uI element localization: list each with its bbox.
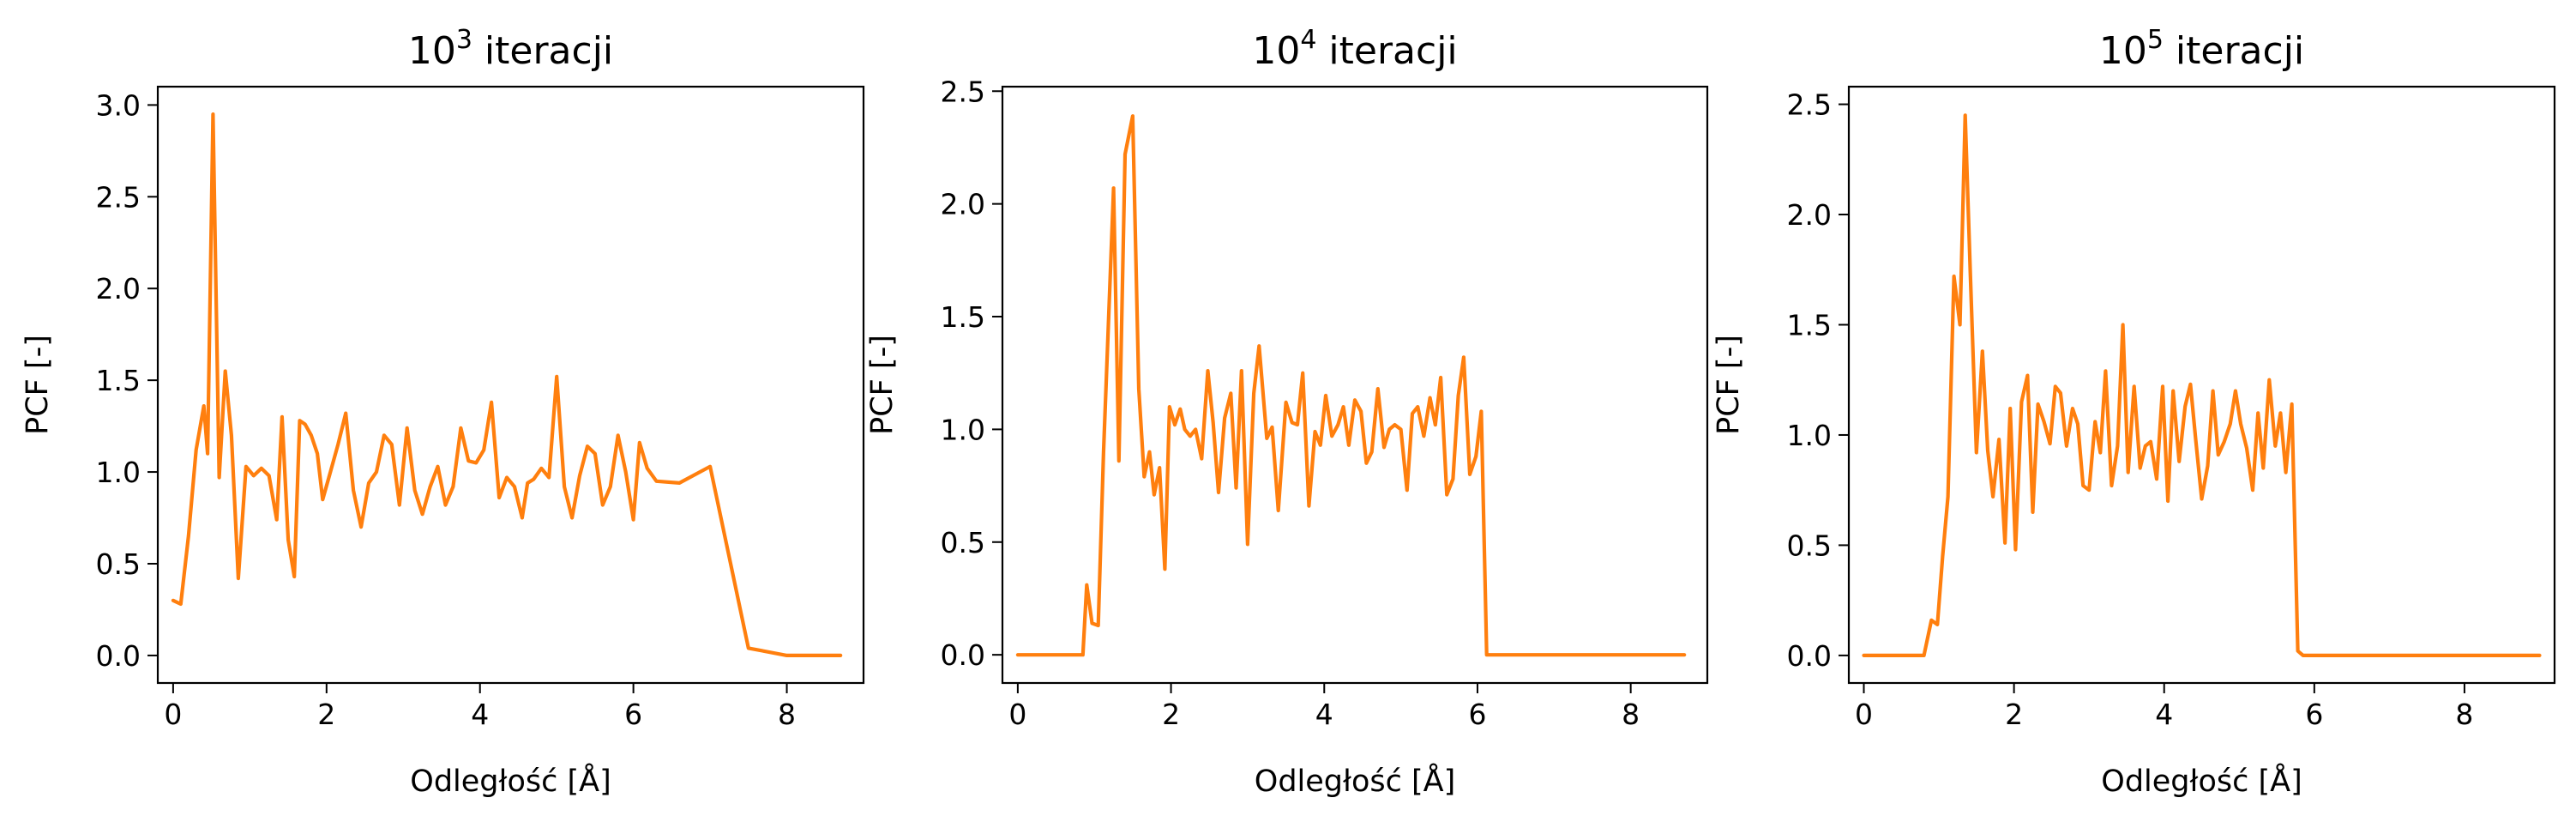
y-tick-label-1-4: 2.0 <box>96 272 141 305</box>
x-tick-label-1-3: 6 <box>624 698 642 731</box>
x-axis-label-3: Odległość [Å] <box>2101 762 2302 799</box>
chart-title-3-rest: iteracji <box>2164 29 2304 73</box>
y-tick-label-3-0: 0.0 <box>1787 639 1832 673</box>
chart-panel-1: 103 iteracji Odległość [Å] PCF [-] 0 2 4 6 8… <box>21 25 865 799</box>
x-tick-label-1-4: 8 <box>778 698 796 731</box>
y-tick-label-2-2: 1.0 <box>941 413 985 446</box>
y-tick-label-3-4: 2.0 <box>1787 198 1832 232</box>
y-tick-label-3-2: 1.0 <box>1787 419 1832 452</box>
y-tick-label-1-2: 1.0 <box>96 456 141 489</box>
x-tick-label-2-4: 8 <box>1622 698 1640 731</box>
y-tick-label-2-1: 0.5 <box>941 526 985 559</box>
y-tick-label-3-3: 1.5 <box>1787 308 1832 341</box>
x-tick-label-3-4: 8 <box>2455 698 2473 731</box>
x-tick-label-1-0: 0 <box>164 698 182 731</box>
pcf-series-line-3 <box>1862 113 2542 658</box>
chart-title-1-rest: iteracji <box>472 29 613 73</box>
chart-title-2-base: 10 <box>1252 29 1300 73</box>
chart-title-2-exponent: 4 <box>1300 25 1316 55</box>
x-tick-label-3-0: 0 <box>1855 698 1873 731</box>
axes-frame-3 <box>1847 85 2556 685</box>
y-tick-label-3-1: 0.5 <box>1787 529 1832 562</box>
x-tick-label-2-3: 6 <box>1468 698 1486 731</box>
y-axis-label-2: PCF [-] <box>865 335 900 435</box>
y-axis-label-1: PCF [-] <box>21 335 55 435</box>
y-tick-label-3-5: 2.5 <box>1787 88 1832 122</box>
chart-title-3: 105 iteracji <box>2099 25 2304 73</box>
x-tick-label-1-2: 4 <box>471 698 489 731</box>
x-tick-label-3-2: 4 <box>2155 698 2173 731</box>
axes-frame-2 <box>1001 85 1709 685</box>
pcf-series-line-1 <box>171 112 843 658</box>
x-axis-label-1: Odległość [Å] <box>410 762 611 799</box>
y-tick-label-1-3: 1.5 <box>96 364 141 397</box>
chart-title-1-exponent: 3 <box>456 25 472 55</box>
y-tick-label-2-3: 1.5 <box>941 300 985 334</box>
chart-title-2-rest: iteracji <box>1316 29 1457 73</box>
chart-title-2: 104 iteracji <box>1252 25 1457 73</box>
x-tick-label-2-0: 0 <box>1008 698 1026 731</box>
axes-frame-1 <box>156 85 865 685</box>
chart-title-3-exponent: 5 <box>2147 25 2164 55</box>
y-axis-label-3: PCF [-] <box>1712 335 1746 435</box>
chart-title-3-base: 10 <box>2099 29 2147 73</box>
y-tick-label-2-5: 2.5 <box>941 75 985 108</box>
x-tick-label-2-2: 4 <box>1315 698 1333 731</box>
y-tick-label-1-0: 0.0 <box>96 639 141 673</box>
chart-title-1: 103 iteracji <box>408 25 613 73</box>
chart-title-1-base: 10 <box>408 29 456 73</box>
y-tick-label-1-1: 0.5 <box>96 547 141 581</box>
x-tick-label-2-1: 2 <box>1162 698 1180 731</box>
y-tick-label-2-0: 0.0 <box>941 638 985 672</box>
y-tick-label-1-5: 2.5 <box>96 180 141 214</box>
y-tick-label-1-6: 3.0 <box>96 88 141 122</box>
y-tick-label-2-4: 2.0 <box>941 188 985 221</box>
x-tick-label-3-1: 2 <box>2005 698 2023 731</box>
pcf-series-line-2 <box>1015 114 1687 657</box>
x-axis-label-2: Odległość [Å] <box>1255 762 1455 799</box>
chart-panel-3: 105 iteracji Odległość [Å] PCF [-] 0 2 4 6 8… <box>1712 25 2556 799</box>
x-tick-label-1-1: 2 <box>317 698 335 731</box>
x-tick-label-3-3: 6 <box>2305 698 2323 731</box>
